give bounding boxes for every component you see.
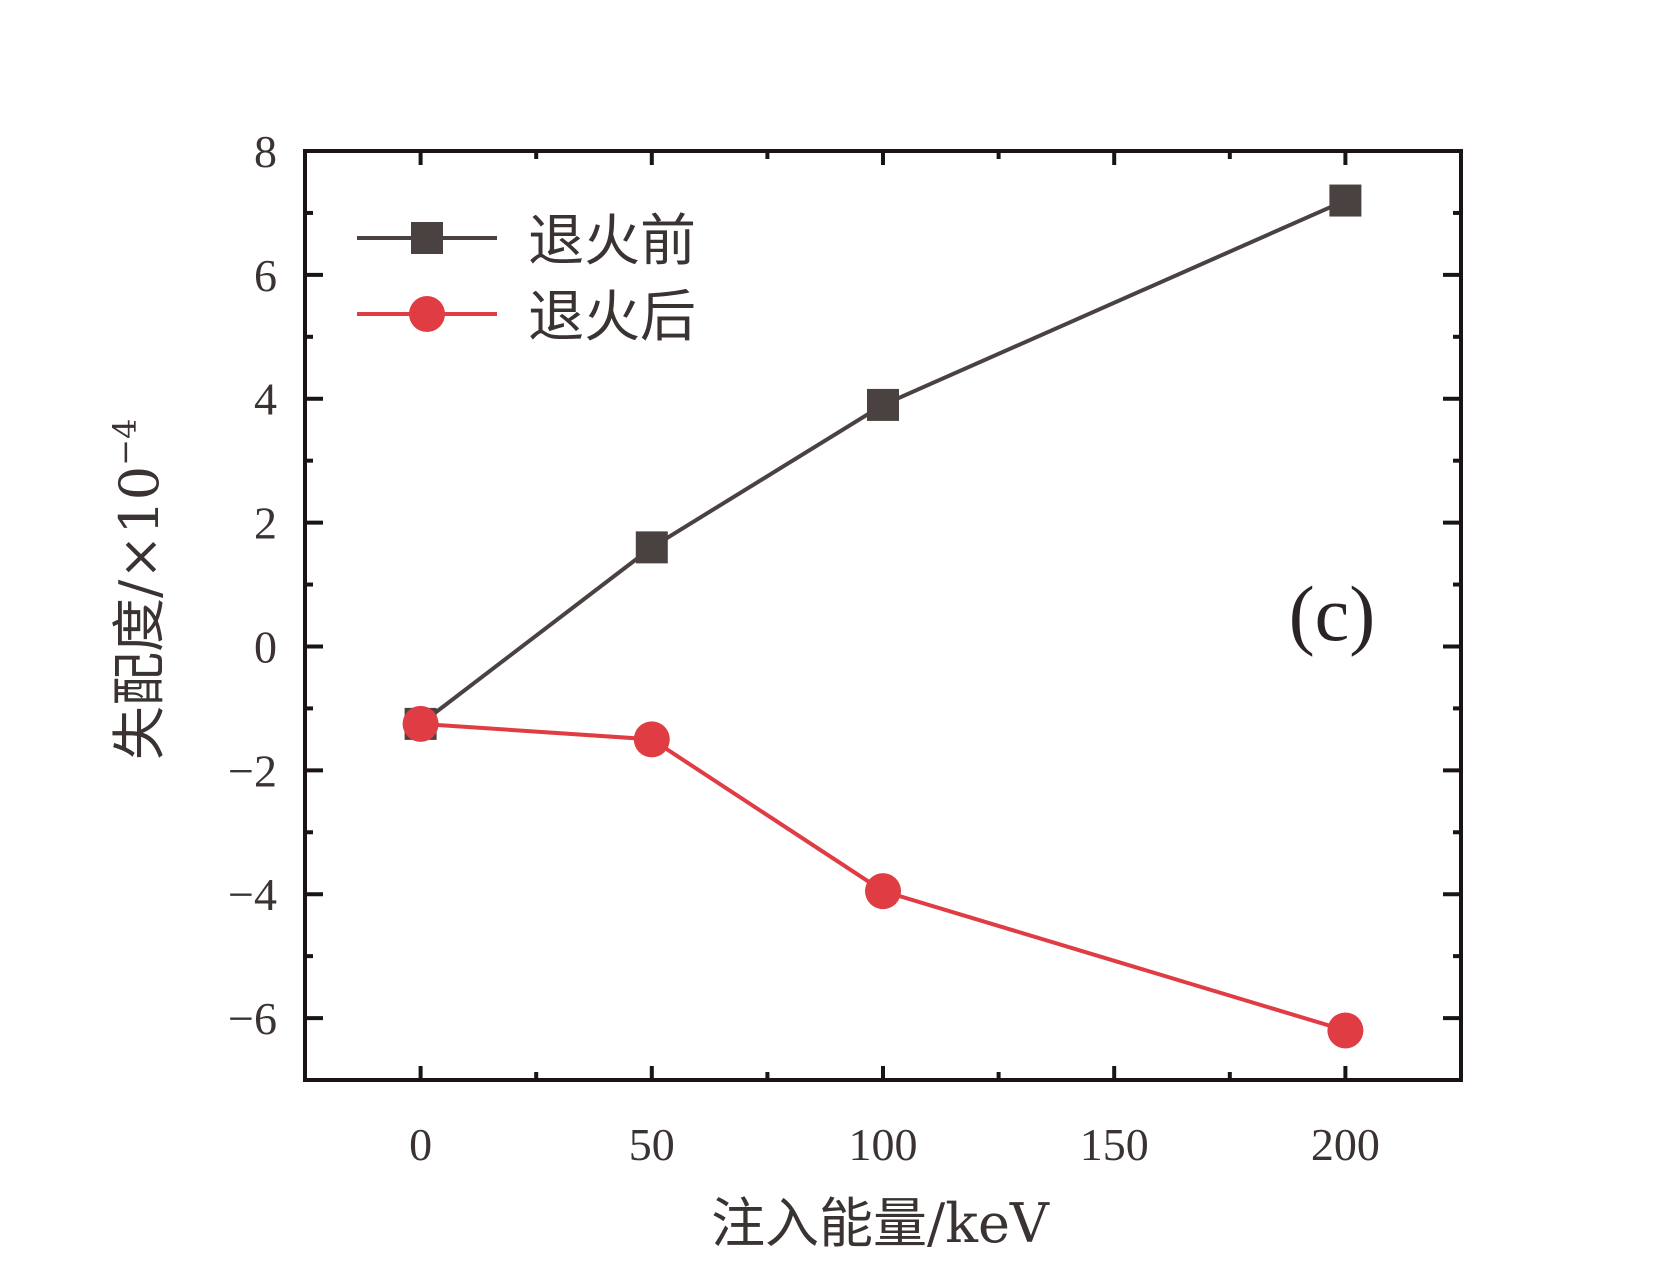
series-2	[402, 705, 1364, 1049]
x-tick-label: 0	[409, 1119, 432, 1170]
data-point	[1327, 1012, 1364, 1049]
legend-item: 退火后	[357, 285, 696, 350]
legend-label: 退火前	[528, 209, 696, 274]
y-tick-label: 8	[254, 126, 277, 177]
series-1	[404, 184, 1362, 740]
x-tick-labels: 0 50 100 150 200	[409, 1119, 1380, 1170]
y-tick-label: −4	[228, 869, 277, 920]
x-tick-label: 200	[1311, 1119, 1380, 1170]
y-tick-labels: −6 −4 −2 0 2 4 6 8	[228, 126, 277, 1044]
legend-square-marker	[411, 222, 443, 254]
y-axis-title: 失配度/×10−4	[106, 419, 171, 760]
y-tick-label: 4	[254, 374, 277, 425]
y-tick-label: −6	[228, 993, 277, 1044]
data-point	[633, 721, 670, 758]
x-tick-label: 50	[629, 1119, 675, 1170]
y-tick-label: −2	[228, 745, 277, 796]
legend-item: 退火前	[357, 209, 696, 274]
y-axis-exponent: −4	[106, 419, 144, 466]
series-line	[419, 198, 1347, 726]
x-tick-label: 100	[849, 1119, 918, 1170]
axis-ticks	[305, 149, 1461, 1082]
y-tick-label: 0	[254, 621, 277, 672]
data-point	[865, 873, 901, 910]
series-group	[402, 184, 1364, 1049]
y-axis-title-group: 失配度/×10−4	[106, 419, 171, 760]
legend-label: 退火后	[528, 285, 696, 350]
y-tick-label: 6	[254, 250, 277, 301]
series-line	[420, 721, 1346, 1033]
data-point	[402, 705, 439, 742]
panel-label: (c)	[1289, 570, 1376, 657]
plot-frame	[303, 149, 1463, 1082]
y-tick-label: 2	[254, 498, 277, 549]
legend-circle-marker	[409, 296, 445, 332]
data-point	[1329, 184, 1362, 217]
data-point	[635, 531, 668, 564]
data-point	[867, 388, 899, 421]
x-axis-title: 注入能量/keV	[711, 1192, 1050, 1255]
x-tick-label: 150	[1080, 1119, 1149, 1170]
